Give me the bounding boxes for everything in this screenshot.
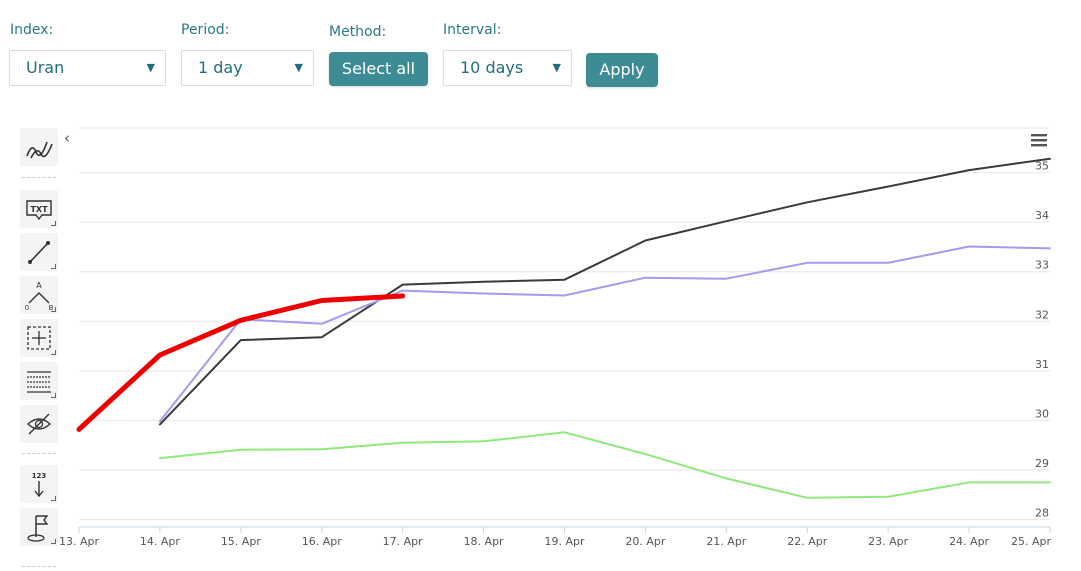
y-tick-label: 34 <box>1035 209 1049 222</box>
flag-tool[interactable] <box>20 508 58 546</box>
select-all-button[interactable]: Select all <box>329 52 428 86</box>
period-select[interactable]: 1 day ▼ <box>181 50 314 86</box>
x-tick-label: 19. Apr <box>544 535 584 548</box>
index-select[interactable]: Uran ▼ <box>9 50 166 86</box>
svg-text:0: 0 <box>25 304 29 312</box>
x-tick-label: 23. Apr <box>868 535 908 548</box>
pattern-abc-tool[interactable]: A 0 B <box>20 276 58 314</box>
corner-marker <box>51 393 56 398</box>
toolbar-separator <box>22 566 56 567</box>
x-tick-label: 14. Apr <box>140 535 180 548</box>
y-tick-label: 28 <box>1035 507 1049 520</box>
corner-marker <box>51 221 56 226</box>
corner-marker <box>51 264 56 269</box>
period-select-value: 1 day <box>198 58 243 77</box>
x-tick-label: 21. Apr <box>706 535 746 548</box>
crosshair-measure-tool[interactable] <box>20 319 58 357</box>
corner-marker <box>51 496 56 501</box>
corner-marker <box>51 307 56 312</box>
flag-icon <box>27 515 49 542</box>
series-line <box>76 293 406 432</box>
svg-text:A: A <box>36 281 42 290</box>
chevron-down-icon: ▼ <box>146 61 155 74</box>
hide-eye-icon <box>26 413 52 435</box>
y-tick-label: 31 <box>1035 358 1049 371</box>
interval-select-value: 10 days <box>460 58 524 77</box>
x-tick-label: 13. Apr <box>59 535 99 548</box>
hamburger-menu-icon[interactable] <box>1031 134 1047 147</box>
method-label: Method: <box>329 24 387 40</box>
y-tick-label: 33 <box>1035 259 1049 272</box>
trend-lines-tool[interactable] <box>20 128 58 166</box>
line-segment-tool[interactable] <box>20 233 58 271</box>
x-tick-label: 16. Apr <box>302 535 342 548</box>
collapse-toolbar-icon[interactable]: ‹ <box>64 129 70 147</box>
counter-123-icon: 123 <box>32 472 47 498</box>
fibonacci-grid-tool[interactable] <box>20 362 58 400</box>
corner-marker <box>51 350 56 355</box>
y-tick-label: 29 <box>1035 457 1049 470</box>
interval-select[interactable]: 10 days ▼ <box>443 50 572 86</box>
interval-label: Interval: <box>443 22 502 38</box>
x-tick-label: 17. Apr <box>383 535 423 548</box>
period-label: Period: <box>181 22 230 38</box>
counter-text: 123 <box>32 472 47 480</box>
x-tick-label: 20. Apr <box>625 535 665 548</box>
y-tick-label: 30 <box>1035 407 1049 420</box>
apply-button[interactable]: Apply <box>586 53 658 87</box>
series-line <box>158 245 1051 423</box>
hide-drawings-tool[interactable] <box>20 405 58 443</box>
toolbar-separator <box>22 453 56 454</box>
index-select-value: Uran <box>26 58 65 77</box>
index-label: Index: <box>10 22 54 38</box>
chevron-down-icon: ▼ <box>294 61 303 74</box>
series-line <box>158 157 1051 426</box>
y-tick-label: 32 <box>1035 308 1049 321</box>
x-tick-label: 24. Apr <box>949 535 989 548</box>
txt-text: TXT <box>30 205 48 214</box>
corner-marker <box>51 539 56 544</box>
text-label-tool[interactable]: TXT <box>20 190 58 228</box>
pattern-abc-icon: A 0 B <box>25 281 54 312</box>
chevron-down-icon: ▼ <box>552 61 561 74</box>
x-tick-label: 15. Apr <box>221 535 261 548</box>
x-tick-label: 22. Apr <box>787 535 827 548</box>
crosshair-measure-icon <box>27 326 51 350</box>
toolbar-separator <box>22 177 56 178</box>
y-tick-label: 35 <box>1035 160 1049 173</box>
series-line <box>158 431 1051 499</box>
svg-text:B: B <box>49 304 54 312</box>
fibonacci-grid-icon <box>27 371 51 393</box>
counter-tool[interactable]: 123 <box>20 465 58 503</box>
x-tick-label: 18. Apr <box>464 535 504 548</box>
line-segment-icon <box>28 241 50 264</box>
text-label-icon: TXT <box>26 200 52 221</box>
x-tick-label: 25. Apr <box>1011 535 1051 548</box>
trend-lines-icon <box>26 141 53 159</box>
